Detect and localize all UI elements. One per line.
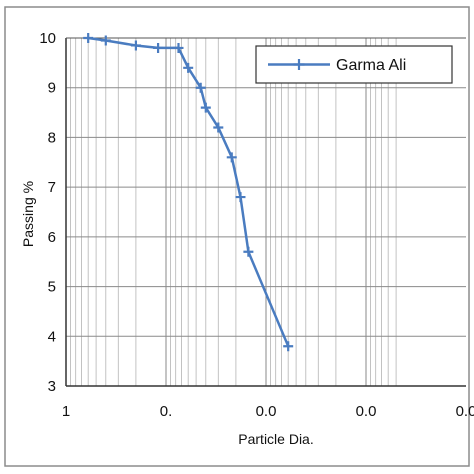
x-tick-label: 0.0 — [256, 403, 277, 420]
x-tick-label: 0.0 — [456, 403, 474, 420]
x-tick-label: 1 — [62, 403, 70, 420]
data-point-marker — [213, 122, 224, 133]
data-point-marker — [243, 246, 254, 257]
data-point-marker — [226, 152, 237, 163]
data-point-marker — [200, 102, 211, 113]
data-point-marker — [235, 192, 246, 203]
data-point-marker — [153, 42, 164, 53]
legend-label-garma-ali: Garma Ali — [336, 57, 406, 74]
legend-marker — [293, 59, 305, 70]
x-tick-labels: 1 0. 0.0 0.0 0.0 — [62, 403, 474, 420]
y-tick-label: 9 — [48, 80, 56, 97]
y-tick-labels: 3 4 5 6 7 8 9 10 — [39, 30, 56, 395]
y-tick-label: 6 — [48, 229, 56, 246]
x-tick-label: 0.0 — [356, 403, 377, 420]
data-point-marker — [130, 40, 141, 51]
y-tick-label: 10 — [39, 30, 56, 47]
data-point-marker — [100, 35, 111, 46]
x-tick-label: 0. — [160, 403, 173, 420]
y-axis-label: Passing % — [20, 181, 36, 247]
legend: Garma Ali — [255, 45, 453, 84]
y-tick-label: 7 — [48, 179, 56, 196]
data-point-marker — [173, 42, 184, 53]
y-tick-label: 5 — [48, 279, 56, 296]
series-layer — [83, 33, 294, 352]
data-point-marker — [83, 33, 94, 43]
data-point-marker — [283, 341, 294, 352]
x-axis-label: Particle Dia. — [238, 431, 313, 447]
y-tick-label: 3 — [48, 378, 56, 395]
y-tick-label: 4 — [48, 328, 56, 345]
y-tick-label: 8 — [48, 129, 56, 146]
grid — [66, 37, 466, 386]
data-point-marker — [183, 62, 194, 73]
data-point-marker — [195, 82, 206, 93]
